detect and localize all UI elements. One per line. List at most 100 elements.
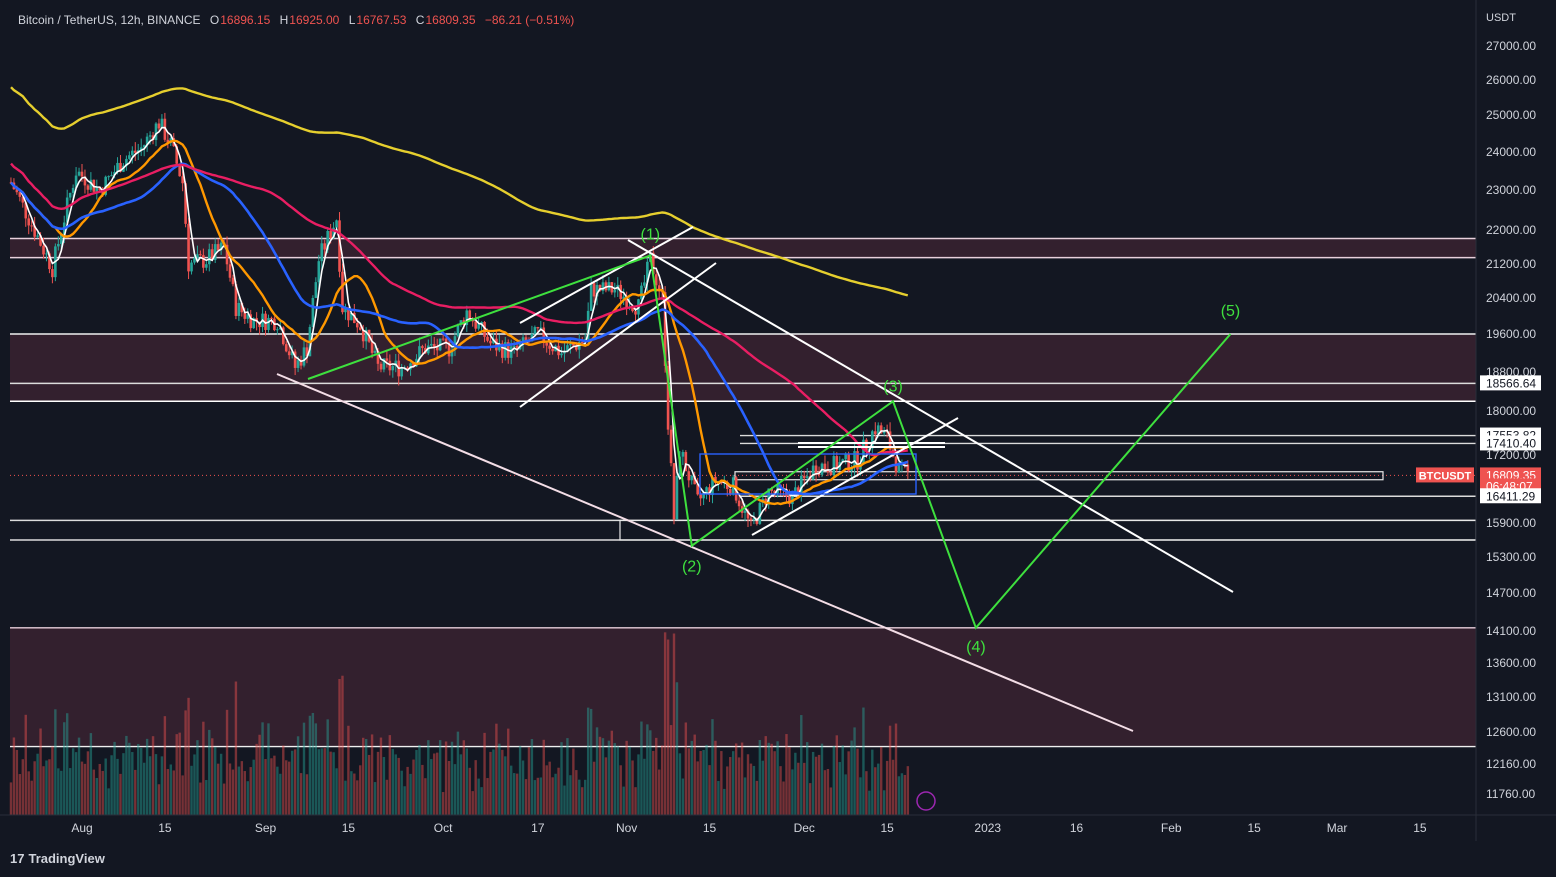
currency-label[interactable]: USDT <box>1486 12 1516 24</box>
candle-body <box>119 162 122 172</box>
volume-bar <box>515 773 519 815</box>
volume-bar <box>285 760 288 815</box>
volume-bar <box>311 712 315 815</box>
trendline[interactable] <box>627 239 1234 593</box>
candle-body <box>829 472 833 476</box>
volume-bar <box>643 758 646 815</box>
candle-body <box>347 307 350 321</box>
ticker-tag[interactable]: BTCUSDT <box>1419 470 1472 482</box>
candle-body <box>225 244 229 265</box>
candle-body <box>871 431 874 449</box>
elliott-wave[interactable]: (1) (2) (3) (4) (5) <box>307 227 1240 656</box>
volume-bar <box>551 777 554 815</box>
candle-body <box>317 261 321 283</box>
trendline[interactable] <box>751 417 959 536</box>
date-tick-label: 15 <box>158 821 172 835</box>
volume-bar <box>299 773 303 815</box>
candle-body <box>364 329 368 342</box>
candle-body <box>39 235 42 246</box>
volume-bar <box>240 761 244 815</box>
volume-bar <box>462 740 466 815</box>
volume-bar <box>726 766 729 815</box>
volume-bar <box>530 739 534 815</box>
symbol-title[interactable]: Bitcoin / TetherUS, 12h, BINANCE <box>18 13 201 27</box>
volume-bar <box>436 752 439 815</box>
ticker-tag-bg[interactable] <box>1416 467 1474 483</box>
volume-bar <box>797 762 800 815</box>
volume-bar <box>18 774 22 815</box>
volume-bar <box>743 777 747 815</box>
drawings[interactable] <box>276 226 1234 732</box>
trendline[interactable] <box>519 262 717 408</box>
high-value: 16925.00 <box>289 13 340 27</box>
candle-body <box>572 344 575 346</box>
price-tick-label: 17200.00 <box>1486 448 1536 462</box>
consolidation-rect[interactable] <box>699 453 917 495</box>
candle-body <box>15 189 19 193</box>
volume-bar <box>350 771 353 815</box>
volume-bar <box>39 728 42 815</box>
volume-bar <box>353 773 356 815</box>
lightning-icon[interactable] <box>916 791 936 811</box>
candle-body <box>651 252 655 275</box>
volume-bar <box>187 697 190 815</box>
volume-bar <box>225 709 229 815</box>
volume-bar <box>219 753 223 815</box>
volume-bar <box>276 766 279 815</box>
volume-bar <box>30 780 33 815</box>
volume-bar <box>288 761 291 815</box>
price-label-bg <box>1480 488 1541 504</box>
candle-body <box>453 336 457 350</box>
candle-body <box>418 346 421 359</box>
volume-bar <box>871 749 874 815</box>
volume-bar <box>113 741 116 815</box>
candle-body <box>332 227 335 239</box>
candle-body <box>897 463 901 473</box>
volume-bar <box>74 752 78 815</box>
candle-body <box>213 244 217 260</box>
candle-body <box>533 327 537 334</box>
volume-bar <box>246 781 249 815</box>
candle-body <box>101 190 105 195</box>
volume-bar <box>249 767 252 815</box>
candle-body <box>737 500 741 507</box>
candle-body <box>400 367 403 377</box>
candle-body <box>329 231 332 239</box>
candle-body <box>441 338 445 340</box>
candle-body <box>175 146 179 164</box>
volume-bar <box>134 769 137 815</box>
volume-bar <box>211 738 214 815</box>
candle-body <box>613 289 617 293</box>
volume-bar <box>293 749 297 815</box>
axes: 27000.00 26000.00 25000.00 24000.00 23000.00… <box>0 0 1556 841</box>
volume-bar <box>264 759 267 815</box>
volume-bar <box>592 761 596 815</box>
volume-bar <box>868 790 871 815</box>
change-value: −86.21 (−0.51%) <box>484 13 575 27</box>
volume-bar <box>607 740 611 815</box>
price-tick-label: 23000.00 <box>1486 183 1536 197</box>
volume-bar <box>572 748 575 815</box>
volume-bar <box>116 758 119 815</box>
volume-bar <box>373 782 377 815</box>
volume-bar <box>521 760 525 815</box>
candle-body <box>569 344 572 346</box>
volume-bar <box>687 748 690 815</box>
tradingview-logo[interactable]: 17 TradingView <box>10 851 105 866</box>
trendline[interactable] <box>519 226 694 324</box>
wave-label: (3) <box>883 378 903 395</box>
volume-bar <box>160 756 164 815</box>
volume-bar <box>222 783 226 815</box>
date-tick-label: Dec <box>794 821 815 835</box>
candle-body <box>287 351 291 356</box>
candle-body <box>625 296 628 308</box>
volume-bar <box>723 788 726 815</box>
trendline[interactable] <box>276 373 1134 732</box>
candle-body <box>432 343 436 347</box>
wave-path[interactable] <box>307 254 1232 630</box>
candle-body <box>631 306 634 312</box>
volume-bar <box>199 782 202 815</box>
volume-bar <box>838 762 841 815</box>
candle-body <box>30 225 33 227</box>
